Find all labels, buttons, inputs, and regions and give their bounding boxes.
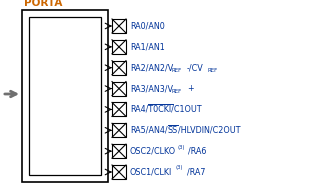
Bar xyxy=(29,17,101,175)
Text: RA1/AN1: RA1/AN1 xyxy=(130,42,165,51)
Text: OSC2/CLKO: OSC2/CLKO xyxy=(130,147,176,156)
Bar xyxy=(112,61,126,75)
Text: /RA6: /RA6 xyxy=(188,147,206,156)
Text: -/CV: -/CV xyxy=(187,63,204,72)
Bar xyxy=(112,82,126,96)
Text: OSC1/CLKI: OSC1/CLKI xyxy=(130,168,172,177)
Bar xyxy=(112,123,126,137)
Bar xyxy=(112,144,126,158)
Bar xyxy=(112,165,126,179)
Text: REF: REF xyxy=(172,89,182,94)
Text: SS: SS xyxy=(168,126,178,135)
Bar xyxy=(112,102,126,116)
Text: REF: REF xyxy=(208,68,218,73)
Text: (3): (3) xyxy=(176,165,184,171)
Bar xyxy=(112,19,126,33)
Text: RA3/AN3/V: RA3/AN3/V xyxy=(130,84,173,93)
Text: RA5/AN4/: RA5/AN4/ xyxy=(130,126,168,135)
Text: +: + xyxy=(187,84,194,93)
Text: RA0/AN0: RA0/AN0 xyxy=(130,21,165,30)
Bar xyxy=(112,40,126,54)
Text: /RA7: /RA7 xyxy=(187,168,205,177)
Text: (3): (3) xyxy=(177,145,184,150)
Text: REF: REF xyxy=(172,68,182,73)
Text: RA4/T0CKI/C1OUT: RA4/T0CKI/C1OUT xyxy=(130,105,202,114)
Text: RA2/AN2/V: RA2/AN2/V xyxy=(130,63,173,72)
Bar xyxy=(22,10,108,182)
Text: /HLVDIN/C2OUT: /HLVDIN/C2OUT xyxy=(178,126,241,135)
Text: PORTA: PORTA xyxy=(24,0,62,8)
